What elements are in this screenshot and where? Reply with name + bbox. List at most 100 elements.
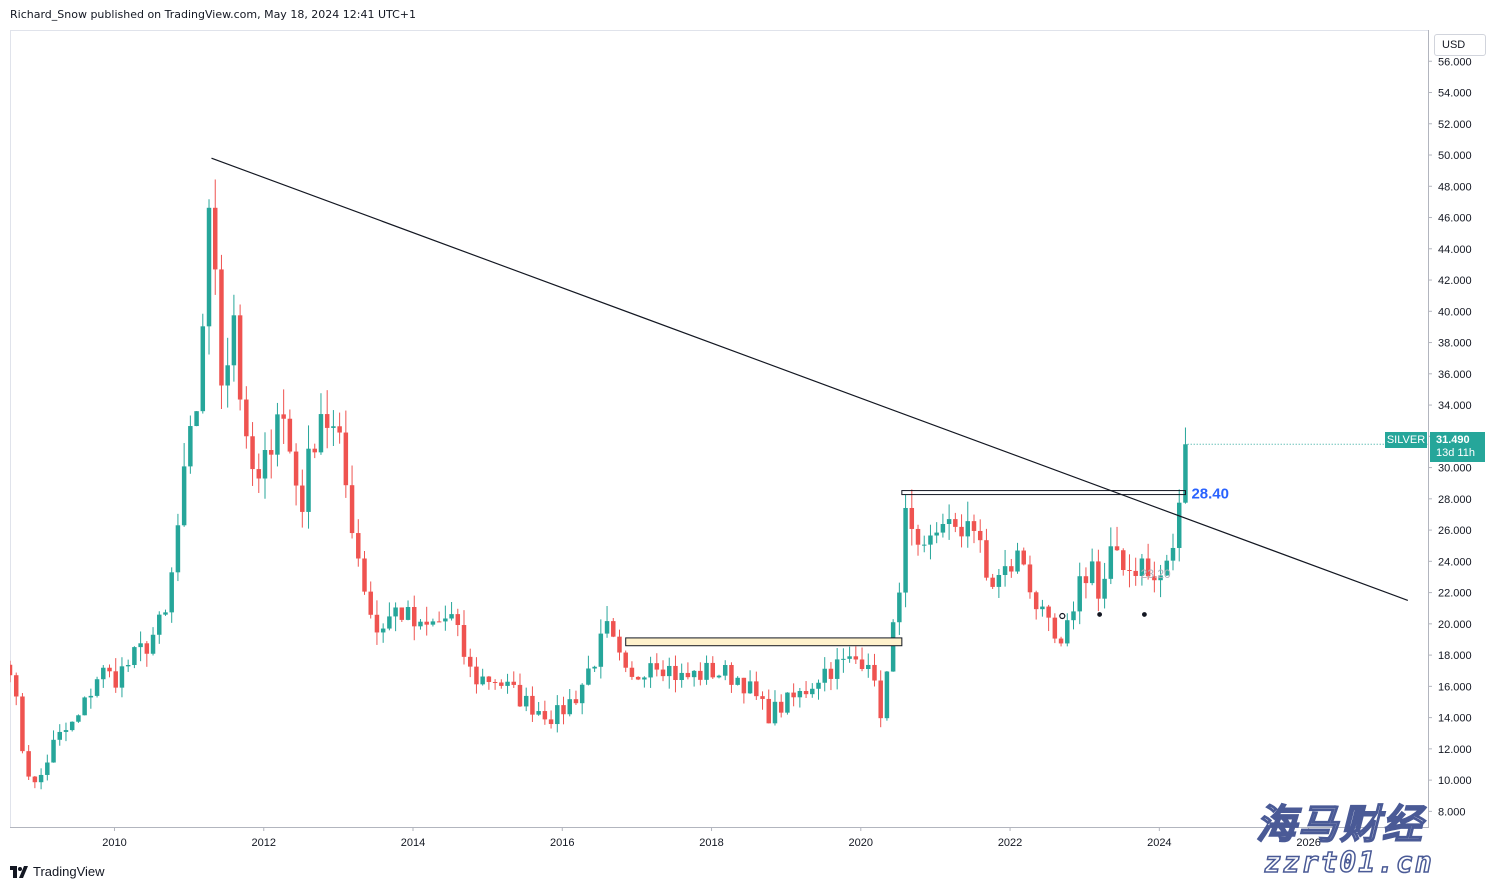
price-tick-label: 10.000 bbox=[1438, 775, 1472, 787]
candle-body bbox=[890, 622, 896, 672]
candle-body bbox=[785, 692, 790, 713]
last-price-label: 31.490 13d 11h bbox=[1430, 432, 1485, 462]
faint-price-label: 23.20 bbox=[1141, 567, 1171, 581]
candle-body bbox=[418, 621, 423, 627]
candle-body bbox=[847, 656, 852, 659]
candle-body bbox=[760, 696, 765, 699]
candle-body bbox=[63, 730, 69, 732]
candle-body bbox=[903, 507, 908, 593]
candle-body bbox=[754, 681, 759, 697]
candle-body bbox=[623, 652, 628, 668]
downtrend-line bbox=[211, 157, 1409, 601]
candle-body bbox=[1114, 546, 1120, 551]
candle-body bbox=[579, 684, 585, 704]
candle-body bbox=[1058, 638, 1064, 644]
candle-body bbox=[741, 677, 747, 694]
candle-body bbox=[132, 647, 137, 666]
candle-body bbox=[1021, 550, 1026, 565]
candle-body bbox=[629, 667, 635, 677]
candle-body bbox=[113, 671, 118, 688]
candle-body bbox=[293, 451, 299, 486]
candle-body bbox=[443, 618, 448, 622]
site-watermark: 海马财经 zzrt01.cn bbox=[1250, 792, 1490, 888]
candle-body bbox=[76, 715, 81, 722]
last-price-value: 31.490 bbox=[1436, 434, 1470, 446]
candle-body bbox=[1170, 547, 1176, 561]
watermark-cn-text: 海马财经 bbox=[1255, 800, 1424, 849]
price-tick-label: 24.000 bbox=[1438, 556, 1472, 568]
symbol-label: SILVER bbox=[1385, 432, 1427, 448]
candle-body bbox=[94, 679, 100, 696]
candle-body bbox=[51, 739, 56, 763]
candle-body bbox=[816, 682, 821, 689]
resistance-zone bbox=[625, 637, 903, 647]
candle-body bbox=[125, 665, 131, 667]
candle-body bbox=[399, 607, 405, 620]
price-tick-label: 52.000 bbox=[1438, 119, 1472, 131]
time-tick-label: 2020 bbox=[849, 837, 873, 849]
candle-body bbox=[698, 670, 703, 680]
candle-body bbox=[710, 662, 716, 678]
candle-body bbox=[872, 664, 877, 681]
candle-body bbox=[306, 448, 311, 512]
candle-body bbox=[747, 681, 753, 694]
candle-body bbox=[206, 207, 212, 327]
candle-body bbox=[449, 614, 454, 619]
candle-body bbox=[181, 466, 187, 526]
plot-area[interactable] bbox=[10, 30, 1429, 828]
low-marker bbox=[1059, 612, 1066, 620]
candle-body bbox=[405, 607, 411, 620]
candle-body bbox=[834, 659, 840, 679]
candle-body bbox=[163, 612, 168, 615]
candle-body bbox=[1071, 611, 1076, 621]
chart-attribution: Richard_Snow published on TradingView.co… bbox=[10, 8, 417, 21]
candle-body bbox=[412, 607, 417, 627]
candle-body bbox=[530, 695, 535, 715]
candle-body bbox=[1052, 617, 1058, 639]
candle-body bbox=[480, 676, 485, 685]
candle-body bbox=[822, 668, 827, 683]
candle-body bbox=[424, 621, 429, 625]
candle-body bbox=[1127, 569, 1132, 571]
candle-body bbox=[343, 432, 349, 486]
candle-body bbox=[281, 414, 286, 419]
tradingview-logo-icon bbox=[10, 865, 28, 878]
candle-body bbox=[436, 621, 442, 623]
candle-body bbox=[946, 519, 952, 525]
candle-body bbox=[586, 668, 591, 685]
candle-body bbox=[212, 207, 218, 270]
candle-body bbox=[511, 681, 517, 685]
candle-body bbox=[144, 643, 150, 654]
candle-body bbox=[1121, 550, 1126, 570]
candle-body bbox=[474, 666, 479, 685]
candle-body bbox=[157, 614, 162, 635]
time-tick-label: 2022 bbox=[998, 837, 1022, 849]
tradingview-logo[interactable]: TradingView bbox=[10, 864, 105, 879]
candle-body bbox=[953, 519, 958, 527]
candle-body bbox=[82, 697, 87, 716]
candle-body bbox=[312, 448, 317, 453]
candle-body bbox=[766, 698, 771, 724]
candle-body bbox=[853, 656, 859, 660]
price-tick-label: 8.000 bbox=[1438, 806, 1466, 818]
candle-body bbox=[1089, 561, 1095, 584]
candle-body bbox=[1145, 558, 1151, 577]
candle-body bbox=[138, 643, 143, 648]
candle-body bbox=[318, 414, 324, 453]
candle-body bbox=[1015, 550, 1020, 572]
candle-body bbox=[237, 315, 243, 400]
candle-body bbox=[287, 418, 293, 452]
candle-body bbox=[984, 540, 989, 578]
candle-body bbox=[928, 535, 933, 545]
candle-body bbox=[387, 616, 392, 629]
candle-body bbox=[362, 558, 367, 592]
candle-body bbox=[1096, 561, 1101, 599]
candle-body bbox=[200, 326, 206, 412]
price-tick-label: 50.000 bbox=[1438, 150, 1472, 162]
candle-body bbox=[88, 695, 94, 698]
candle-body bbox=[256, 469, 262, 479]
currency-selector[interactable]: USD bbox=[1434, 34, 1486, 56]
candle-body bbox=[722, 665, 728, 676]
candle-body bbox=[219, 269, 224, 386]
